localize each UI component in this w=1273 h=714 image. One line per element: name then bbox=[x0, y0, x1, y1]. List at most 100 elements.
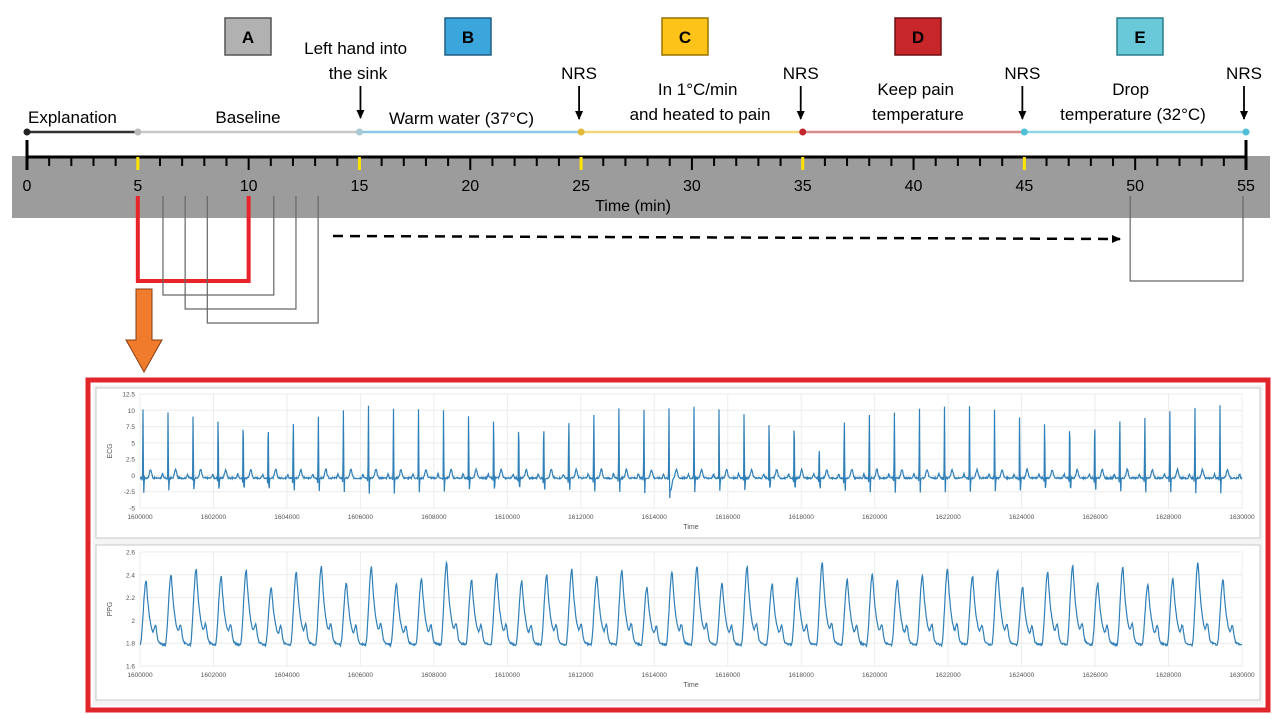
time-axis-label: Time (min) bbox=[595, 198, 671, 215]
x-tick-label: 1614000 bbox=[642, 514, 668, 521]
x-tick-label: 1616000 bbox=[715, 514, 741, 521]
axis-tick-label: 15 bbox=[351, 178, 369, 195]
phase-box-e bbox=[1116, 17, 1164, 56]
dashed-progress-arrow bbox=[332, 234, 1121, 243]
ppg-waveform bbox=[139, 560, 1243, 648]
x-tick-label: 1614000 bbox=[642, 672, 668, 679]
y-tick-label: -5 bbox=[129, 506, 135, 513]
y-tick-label: 0 bbox=[131, 473, 135, 480]
axis-tick-label: 5 bbox=[133, 178, 142, 195]
phase-label-b: Warm water (37°C) bbox=[389, 109, 534, 128]
phase-box-letter: D bbox=[912, 28, 924, 47]
timeline-marker bbox=[355, 128, 363, 136]
axis-tick-label: 45 bbox=[1015, 178, 1033, 195]
zoom-arrow bbox=[125, 288, 163, 374]
timeline-marker bbox=[577, 128, 585, 136]
phase-label-c: In 1°C/min and heated to pain bbox=[630, 80, 771, 124]
x-tick-label: 1610000 bbox=[495, 672, 521, 679]
axis-tick-label: 35 bbox=[794, 178, 812, 195]
phase-box-d bbox=[894, 17, 942, 56]
phase-box-b bbox=[444, 17, 492, 56]
axis-tick-label: 20 bbox=[461, 178, 479, 195]
axis-tick-label: 55 bbox=[1237, 178, 1255, 195]
phase-box-letter: A bbox=[242, 28, 254, 47]
x-tick-label: 1618000 bbox=[789, 672, 815, 679]
x-tick-label: 1620000 bbox=[862, 514, 888, 521]
y-tick-label: 2.4 bbox=[126, 572, 135, 579]
x-tick-label: 1620000 bbox=[862, 672, 888, 679]
last-window-bracket bbox=[1129, 196, 1244, 282]
timeline-marker bbox=[134, 128, 142, 136]
y-tick-label: 2 bbox=[131, 618, 135, 625]
x-tick-label: 1602000 bbox=[201, 514, 227, 521]
event-label: Left hand into the sink bbox=[304, 39, 412, 83]
y-tick-label: 2.2 bbox=[126, 595, 135, 602]
x-tick-label: 1608000 bbox=[421, 672, 447, 679]
y-tick-label: 1.8 bbox=[126, 641, 135, 648]
timeline-marker bbox=[1242, 128, 1250, 136]
nrs-label: NRS bbox=[1004, 64, 1040, 83]
x-tick-label: 1622000 bbox=[935, 672, 961, 679]
phase-label-e: Drop temperature (32°C) bbox=[1060, 80, 1206, 124]
nrs-label: NRS bbox=[783, 64, 819, 83]
x-tick-label: 1630000 bbox=[1229, 514, 1255, 521]
signal-x-label: Time bbox=[683, 524, 698, 531]
x-tick-label: 1604000 bbox=[274, 514, 300, 521]
window-bracket bbox=[184, 196, 297, 310]
x-tick-label: 1626000 bbox=[1082, 672, 1108, 679]
axis-tick-label: 10 bbox=[240, 178, 258, 195]
x-tick-label: 1606000 bbox=[348, 514, 374, 521]
axis-tick-label: 25 bbox=[572, 178, 590, 195]
x-tick-label: 1610000 bbox=[495, 514, 521, 521]
signal-y-label: PPG bbox=[107, 602, 114, 617]
nrs-label: NRS bbox=[561, 64, 597, 83]
x-tick-label: 1606000 bbox=[348, 672, 374, 679]
x-tick-label: 1616000 bbox=[715, 672, 741, 679]
ecg-waveform bbox=[139, 405, 1243, 499]
signal-plot-area bbox=[139, 393, 1243, 509]
y-tick-label: 2.6 bbox=[126, 550, 135, 557]
x-tick-label: 1612000 bbox=[568, 672, 594, 679]
phase-label-d: Keep pain temperature bbox=[872, 80, 964, 124]
phase-box-letter: C bbox=[679, 28, 691, 47]
x-tick-label: 1624000 bbox=[1009, 514, 1035, 521]
axis-tick-label: 50 bbox=[1126, 178, 1144, 195]
timeline-marker bbox=[1020, 128, 1028, 136]
active-window-bracket bbox=[135, 196, 251, 283]
timeline-marker bbox=[23, 128, 31, 136]
phase-box-a bbox=[224, 17, 272, 56]
y-tick-label: 7.5 bbox=[126, 424, 135, 431]
signal-x-label: Time bbox=[683, 682, 698, 689]
window-bracket bbox=[206, 196, 319, 324]
x-tick-label: 1600000 bbox=[127, 672, 153, 679]
x-tick-label: 1618000 bbox=[789, 514, 815, 521]
nrs-label: NRS bbox=[1226, 64, 1262, 83]
axis-tick-label: 0 bbox=[23, 178, 32, 195]
x-tick-label: 1608000 bbox=[421, 514, 447, 521]
x-tick-label: 1604000 bbox=[274, 672, 300, 679]
x-tick-label: 1622000 bbox=[935, 514, 961, 521]
x-tick-label: 1628000 bbox=[1156, 514, 1182, 521]
x-tick-label: 1612000 bbox=[568, 514, 594, 521]
x-tick-label: 1626000 bbox=[1082, 514, 1108, 521]
x-tick-label: 1624000 bbox=[1009, 672, 1035, 679]
time-axis-band bbox=[12, 156, 1270, 218]
signal-y-label: ECG bbox=[107, 443, 114, 458]
x-tick-label: 1600000 bbox=[127, 514, 153, 521]
axis-tick-label: 40 bbox=[905, 178, 923, 195]
signal-plot-area bbox=[139, 551, 1243, 667]
x-tick-label: 1630000 bbox=[1229, 672, 1255, 679]
phase-box-letter: B bbox=[462, 28, 474, 47]
phase-box-c bbox=[661, 17, 709, 56]
phase-box-letter: E bbox=[1134, 28, 1145, 47]
segment-label-baseline: Baseline bbox=[215, 108, 280, 127]
x-tick-label: 1602000 bbox=[201, 672, 227, 679]
axis-tick-label: 30 bbox=[683, 178, 701, 195]
y-tick-label: 1.6 bbox=[126, 664, 135, 671]
y-tick-label: 12.5 bbox=[122, 392, 135, 399]
y-tick-label: 5 bbox=[131, 440, 135, 447]
y-tick-label: -2.5 bbox=[124, 489, 136, 496]
x-tick-label: 1628000 bbox=[1156, 672, 1182, 679]
window-bracket bbox=[162, 196, 275, 296]
